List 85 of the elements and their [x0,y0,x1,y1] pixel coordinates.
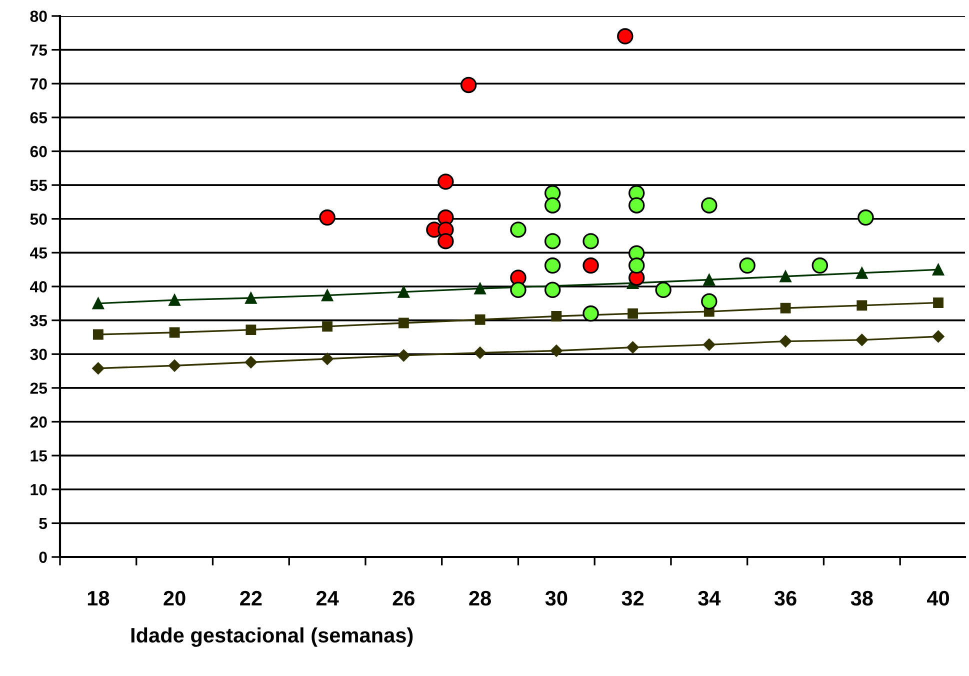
point [932,330,944,343]
x-tick-label: 34 [698,590,721,606]
point [544,257,561,274]
point [856,267,868,279]
point [510,222,526,238]
point [544,282,561,298]
y-tick-label: 50 [30,214,47,225]
y-tick-label: 70 [30,78,47,90]
point [510,282,526,298]
point [628,308,638,319]
point [617,28,634,44]
point [858,209,874,226]
x-tick-label: 32 [622,590,644,606]
y-tick-label: 25 [30,382,48,394]
point [780,270,792,282]
point [582,305,599,322]
x-tick-label: 18 [88,590,110,606]
point [544,197,561,214]
point [245,292,257,304]
point [739,257,756,274]
point [168,294,180,306]
point [628,197,645,214]
y-tick-label: 35 [30,314,48,326]
point [246,324,256,335]
point [932,264,944,276]
x-axis-title: Idade gestacional (semanas) [131,627,413,647]
point [398,286,410,298]
x-tick-label: 30 [545,590,568,606]
point [856,300,868,311]
point [168,360,181,372]
x-tick-label: 38 [850,590,873,606]
y-tick-label: 30 [30,348,47,360]
point [779,335,792,348]
point [474,282,486,294]
point [544,233,561,250]
point [169,327,180,338]
y-tick-label: 65 [30,112,48,124]
point [460,76,477,94]
y-tick-label: 20 [30,416,47,428]
point [438,174,454,190]
point [703,274,716,286]
x-tick-label: 24 [316,590,339,606]
point [319,209,336,226]
point [398,318,409,328]
y-tick-label: 45 [30,247,48,259]
point [321,352,334,365]
point [655,282,672,298]
point [582,233,599,250]
point [244,356,258,368]
point [438,233,454,250]
point [92,298,104,310]
y-tick-label: 60 [30,146,47,158]
point [474,346,486,359]
y-tick-label: 0 [39,552,47,563]
point [701,197,718,214]
point [398,349,410,362]
x-tick-label: 26 [392,590,415,606]
y-tick-label: 5 [39,518,48,530]
y-tick-label: 55 [30,180,48,192]
point [321,289,334,302]
x-tick-label: 28 [469,590,491,606]
point [474,314,486,325]
point [550,344,563,357]
point [582,257,599,274]
point [92,329,104,340]
point [780,302,791,314]
x-tick-label: 40 [927,590,950,606]
x-tick-label: 36 [774,590,796,606]
x-tick-label: 20 [164,590,186,606]
point [812,257,828,274]
point [551,311,562,322]
point [626,341,639,354]
point [701,293,718,310]
y-tick-label: 15 [30,450,48,462]
x-tick-label: 22 [240,590,262,606]
point [628,257,645,274]
y-tick-label: 40 [30,281,47,292]
y-tick-label: 80 [30,10,47,22]
point [703,338,716,351]
y-tick-label: 75 [30,44,48,56]
y-tick-label: 10 [30,484,47,496]
point [92,362,104,374]
point [856,334,868,346]
point [933,298,944,308]
point [322,321,333,332]
